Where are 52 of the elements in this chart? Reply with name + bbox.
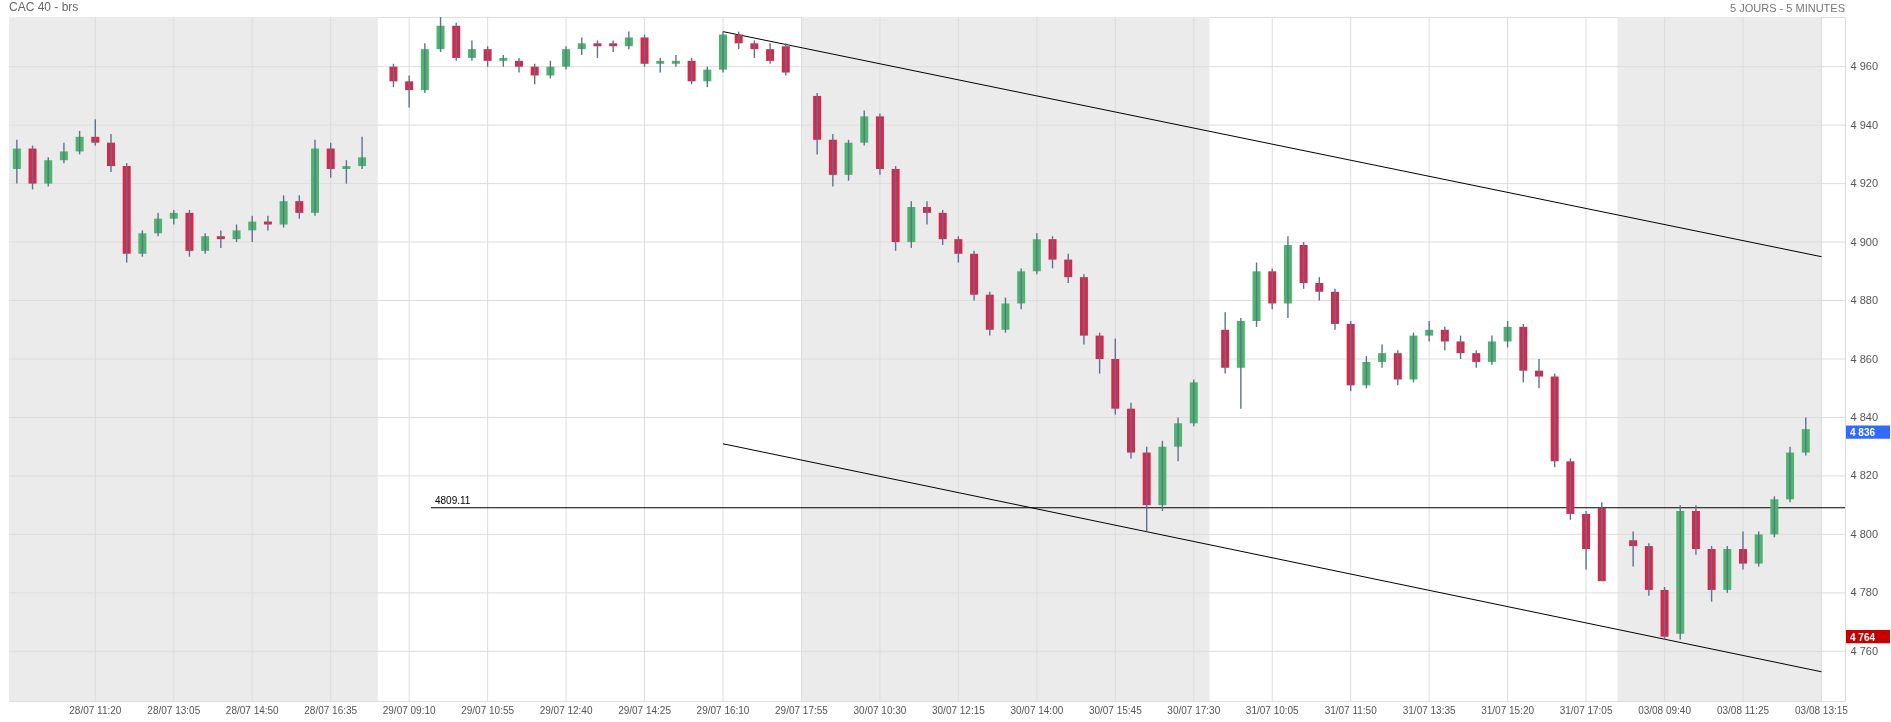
x-tick-label: 31/07 17:05 [1559,704,1613,716]
x-tick-label: 03/08 13:15 [1795,704,1849,716]
x-tick-label: 29/07 12:40 [539,704,593,716]
candlestick [640,33,649,68]
candlestick [44,156,53,188]
x-tick-label: 31/07 13:35 [1402,704,1457,716]
text: 5 JOURS - 5 MINUTES [1730,2,1845,14]
candlestick [342,159,351,185]
candlestick [1801,416,1810,457]
y-tick-label: 4 900 [1850,235,1879,248]
x-tick-label: 29/07 10:55 [461,704,515,716]
y-tick-label: 4 880 [1850,294,1879,307]
text: 4 764 [1850,631,1876,643]
x-tick-label: 29/07 17:55 [775,704,829,716]
candlestick [1048,235,1057,270]
x-tick-label: 31/07 15:20 [1481,704,1535,716]
candlestick [1001,296,1010,334]
candlestick [1754,530,1763,568]
text: 4 836 [1850,427,1876,439]
x-tick-label: 31/07 10:05 [1245,704,1300,716]
candlestick [954,235,963,264]
x-tick-label: 30/07 17:30 [1167,704,1221,716]
x-tick-label: 28/07 14:50 [225,704,280,716]
x-tick-label: 28/07 11:20 [69,704,122,716]
x-tick-label: 03/08 09:40 [1638,704,1692,716]
x-tick-label: 30/07 15:45 [1088,704,1143,716]
candlestick [279,194,288,229]
x-tick-label: 28/07 16:35 [304,704,358,716]
candlestick [1315,276,1324,302]
candlestick [138,229,147,258]
candlestick [860,109,869,147]
y-tick-label: 4 840 [1850,410,1879,423]
x-tick-label: 30/07 10:30 [853,704,907,716]
x-tick-label: 29/07 14:25 [618,704,672,716]
y-tick-label: 4 940 [1850,118,1879,131]
y-tick-label: 4 960 [1850,60,1879,73]
y-tick-label: 4 920 [1850,177,1879,190]
x-tick-label: 31/07 11:50 [1324,704,1378,716]
x-tick-label: 30/07 14:00 [1010,704,1064,716]
y-tick-label: 4 760 [1850,644,1879,657]
x-tick-label: 29/07 09:10 [382,704,437,716]
x-tick-label: 29/07 16:10 [696,704,750,716]
x-tick-label: 28/07 13:05 [147,704,201,716]
x-tick-label: 03/08 11:25 [1716,704,1770,716]
ref-line-label: 4809.11 [435,494,471,506]
y-tick-label: 4 800 [1850,527,1879,540]
candlestick [781,42,790,77]
y-tick-label: 4 820 [1850,469,1879,482]
y-tick-label: 4 780 [1850,586,1879,599]
y-tick-label: 4 860 [1850,352,1879,365]
chart-title: CAC 40 - brs [9,0,79,14]
x-tick-label: 30/07 12:15 [931,704,986,716]
